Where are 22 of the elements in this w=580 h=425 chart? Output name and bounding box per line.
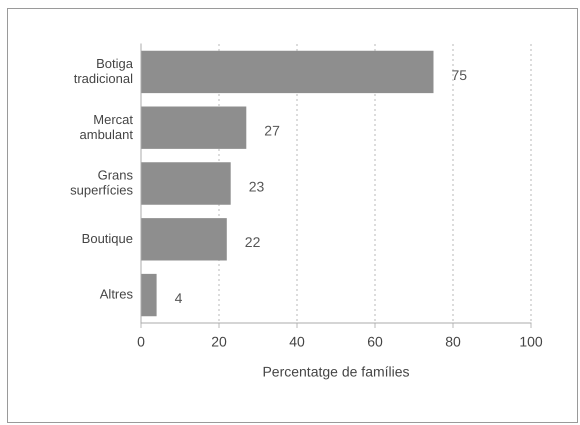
x-tick-label: 40	[289, 333, 305, 350]
y-tick-label: Botiga tradicional	[74, 56, 134, 86]
y-tick-label: Altres	[100, 286, 134, 302]
x-tick-label: 0	[137, 333, 146, 350]
bar	[142, 162, 231, 205]
data-label: 23	[248, 178, 264, 194]
data-label: 4	[174, 290, 183, 306]
y-tick-label: Mercat ambulant	[80, 112, 134, 142]
x-tick-label: 80	[445, 333, 461, 350]
data-label: 75	[452, 66, 468, 83]
y-tick-label: Grans superfícies	[70, 168, 134, 198]
data-label: 27	[264, 122, 280, 139]
bar	[142, 50, 434, 94]
bar	[142, 106, 246, 149]
data-label: 22	[244, 234, 261, 250]
x-axis-title: Percentatge de famílies	[262, 363, 410, 380]
bar	[142, 274, 157, 316]
x-tick-label: 60	[367, 333, 383, 350]
x-tick-label: 100	[519, 333, 543, 350]
x-tick-label: 20	[211, 333, 227, 350]
bar	[142, 218, 227, 261]
y-tick-label: Boutique	[82, 230, 133, 246]
